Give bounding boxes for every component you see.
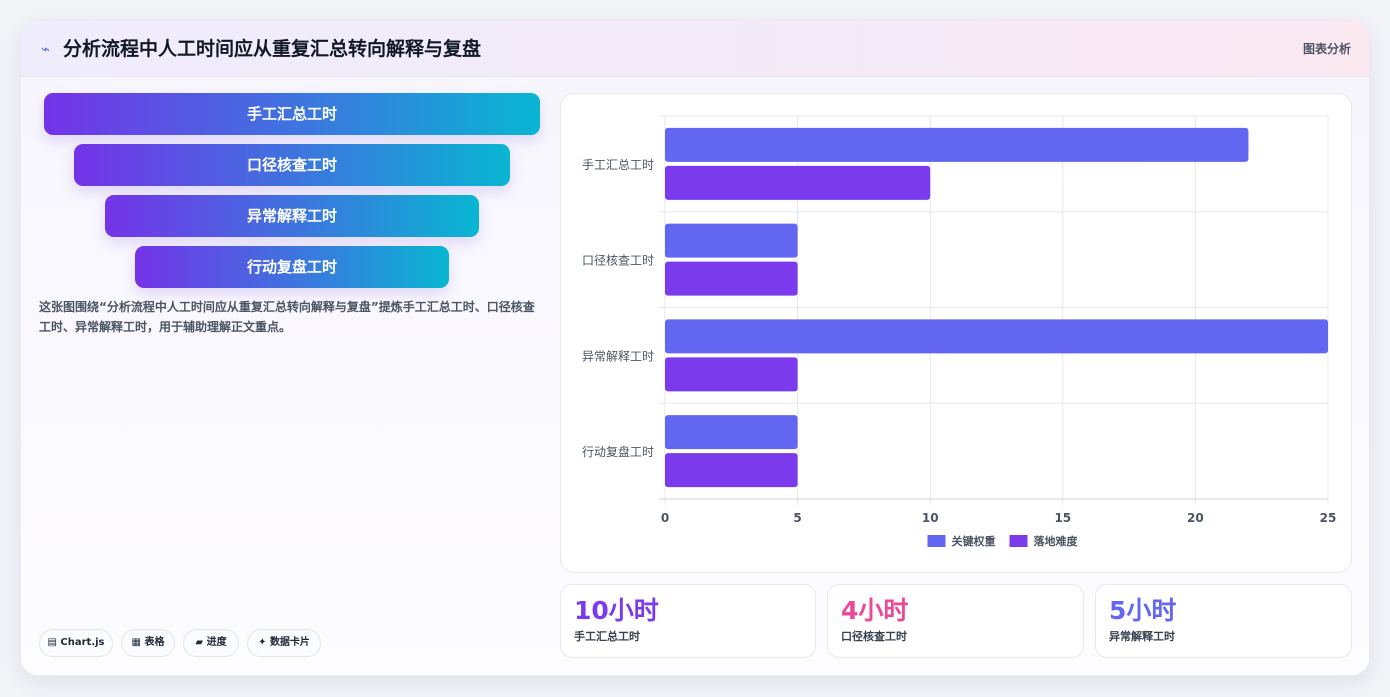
- y-tick-label: 异常解释工时: [582, 349, 654, 363]
- bar: [665, 261, 798, 296]
- stat-label: 口径核查工时: [841, 630, 907, 643]
- x-tick-label: 15: [1054, 511, 1071, 525]
- bar: [665, 319, 1328, 354]
- stat-value: 4小时: [841, 596, 909, 625]
- stat-card: 4小时 口径核查工时: [827, 584, 1084, 658]
- chip-chartjs[interactable]: ▤ Chart.js: [39, 629, 113, 657]
- y-tick-label: 行动复盘工时: [582, 444, 654, 459]
- x-tick-label: 25: [1320, 511, 1337, 525]
- chart-panel: 0 5 10 15 20 25 手工汇总工时 口径核查工时 异常解释工时 行动复盘工时关键权重 落地…: [560, 93, 1352, 573]
- x-tick-label: 20: [1187, 511, 1204, 525]
- x-tick-label: 10: [922, 511, 939, 525]
- chip-table[interactable]: ▦ 表格: [121, 629, 175, 657]
- page-title: 分析流程中人工时间应从重复汇总转向解释与复盘: [63, 38, 482, 60]
- funnel-item: 行动复盘工时: [135, 246, 449, 288]
- chip-label: 进度: [206, 637, 227, 648]
- stat-value: 5小时: [1109, 596, 1177, 625]
- stat-label: 手工汇总工时: [574, 630, 640, 643]
- bar: [665, 415, 798, 450]
- stat-label: 异常解释工时: [1109, 630, 1175, 643]
- table-icon: ▦: [131, 637, 141, 648]
- chip-progress[interactable]: ▰ 进度: [183, 629, 239, 657]
- chart-icon: ▤: [47, 637, 57, 648]
- chip-label: Chart.js: [60, 637, 105, 648]
- chip-label: 表格: [144, 637, 165, 648]
- chip-data-card[interactable]: ✦ 数据卡片: [247, 629, 321, 657]
- chart-description: 这张图围绕“分析流程中人工时间应从重复汇总转向解释与复盘”提炼手工汇总工时、口径…: [39, 300, 535, 334]
- y-tick-label: 口径核查工时: [582, 254, 654, 268]
- progress-icon: ▰: [195, 637, 204, 648]
- bar: [665, 223, 798, 258]
- funnel-item: 异常解释工时: [105, 195, 479, 237]
- sparkle-icon: ✦: [258, 637, 267, 648]
- legend-swatch: [1009, 535, 1028, 547]
- bar: [665, 357, 798, 392]
- legend-swatch: [927, 535, 946, 547]
- header-tag: 图表分析: [1302, 42, 1351, 56]
- stat-card: 5小时 异常解释工时: [1095, 584, 1352, 658]
- bar: [665, 127, 1249, 162]
- bar: [665, 453, 798, 488]
- bar: [665, 165, 931, 200]
- card-header: ⌁ 分析流程中人工时间应从重复汇总转向解释与复盘 图表分析: [21, 21, 1369, 77]
- y-tick-label: 手工汇总工时: [582, 158, 654, 172]
- stat-card: 10小时 手工汇总工时: [560, 584, 816, 658]
- stat-value: 10小时: [574, 596, 659, 625]
- main-card: ⌁ 分析流程中人工时间应从重复汇总转向解释与复盘 图表分析 手工汇总工时 口径核…: [20, 20, 1370, 676]
- funnel-item: 口径核查工时: [74, 144, 510, 186]
- legend-label: 落地难度: [1034, 534, 1079, 548]
- chip-label: 数据卡片: [269, 637, 310, 648]
- x-tick-label: 0: [661, 511, 669, 525]
- chart-line-icon: ⌁: [41, 40, 51, 58]
- funnel-item: 手工汇总工时: [44, 93, 540, 135]
- x-tick-label: 5: [793, 511, 801, 525]
- legend-label: 关键权重: [952, 534, 996, 548]
